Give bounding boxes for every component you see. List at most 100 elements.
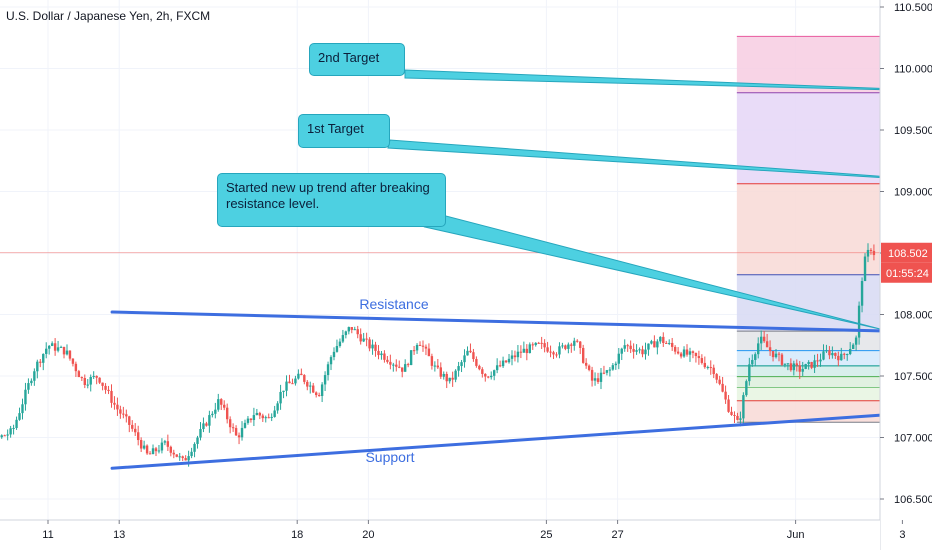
time-tick-label: 11	[42, 529, 53, 541]
candle-body	[21, 404, 24, 414]
candle-body	[169, 446, 173, 453]
candle-body	[650, 341, 653, 344]
candle-body	[872, 250, 876, 256]
candle-body	[128, 416, 131, 425]
candle-body	[252, 415, 256, 421]
candle-body	[323, 375, 327, 385]
candle-body	[255, 412, 259, 416]
candle-body	[712, 367, 715, 375]
candle-body	[587, 365, 591, 370]
candle-body	[540, 342, 543, 344]
candle-body	[415, 344, 419, 351]
candle-body	[768, 347, 772, 352]
candle-body	[445, 373, 448, 382]
callout-breakout-note[interactable]: Started new up trend after breaking resi…	[217, 173, 446, 227]
candle-body	[706, 367, 709, 369]
candle-body	[626, 345, 629, 347]
candle-body	[593, 378, 597, 381]
candle-body	[392, 364, 395, 366]
fib-zone	[736, 365, 932, 377]
candle-body	[68, 350, 72, 359]
candle-body	[134, 428, 137, 433]
candle-body	[846, 354, 849, 356]
candle-body	[347, 327, 351, 332]
candle-body	[605, 370, 609, 373]
price-tick-label: 107.500	[894, 371, 932, 383]
candle-body	[531, 344, 534, 346]
candle-body	[187, 456, 190, 461]
candle-body	[810, 361, 813, 368]
candle-body	[3, 435, 6, 437]
candle-body	[822, 351, 825, 360]
candle-body	[513, 355, 517, 358]
candle-body	[193, 443, 196, 452]
candle-body	[276, 403, 279, 411]
candle-body	[679, 353, 683, 357]
candle-body	[142, 445, 146, 449]
price-tick-label: 108.000	[894, 310, 932, 322]
candle-body	[24, 389, 27, 405]
candle-body	[172, 452, 175, 455]
candle-body	[157, 450, 161, 452]
candle-body	[490, 375, 493, 378]
candle-body	[371, 344, 374, 349]
candle-body	[83, 378, 86, 386]
candle-body	[608, 369, 612, 371]
candle-body	[264, 417, 267, 419]
candle-body	[398, 366, 401, 368]
candle-body	[326, 364, 330, 376]
candle-body	[202, 423, 205, 430]
candle-body	[676, 351, 680, 354]
candle-body	[555, 354, 558, 356]
candle-body	[285, 381, 288, 391]
candle-body	[341, 335, 345, 342]
time-tick-label: Jun	[787, 529, 805, 541]
candle-body	[344, 331, 348, 336]
callout-1st-target[interactable]: 1st Target	[298, 114, 390, 148]
candle-body	[463, 355, 466, 363]
candle-body	[602, 372, 606, 374]
candle-body	[537, 342, 540, 344]
time-tick-label: 27	[611, 529, 623, 541]
candle-body	[673, 346, 677, 352]
candle-body	[466, 350, 469, 356]
candle-body	[724, 391, 727, 400]
candle-body	[507, 358, 511, 363]
candle-body	[116, 404, 119, 410]
candle-body	[611, 365, 615, 370]
candle-body	[561, 345, 564, 347]
candle-body	[199, 429, 202, 438]
fib-zone	[736, 376, 932, 388]
candle-body	[148, 453, 152, 455]
candle-body	[469, 350, 472, 353]
candle-body	[754, 354, 757, 360]
price-tick-label: 106.500	[894, 494, 932, 506]
candle-body	[442, 373, 445, 377]
candle-body	[208, 415, 211, 426]
candle-body	[211, 413, 214, 416]
candle-body	[409, 350, 413, 366]
candle-body	[427, 348, 431, 357]
candle-body	[522, 348, 526, 353]
candle-body	[448, 377, 451, 382]
candle-body	[644, 349, 647, 355]
candle-body	[798, 365, 801, 372]
candle-body	[395, 364, 398, 367]
candle-body	[745, 381, 748, 396]
chart-title: U.S. Dollar / Japanese Yen, 2h, FXCM	[6, 9, 211, 23]
candle-body	[635, 350, 638, 352]
candle-body	[362, 338, 365, 342]
candle-body	[12, 427, 15, 429]
candle-body	[739, 418, 742, 420]
candle-body	[401, 367, 404, 372]
candle-body	[15, 419, 18, 428]
callout-2nd-target[interactable]: 2nd Target	[309, 43, 405, 76]
countdown-badge	[881, 262, 932, 283]
candle-body	[484, 373, 487, 377]
candle-body	[851, 344, 855, 349]
candle-body	[831, 353, 834, 356]
candle-body	[682, 349, 686, 357]
candle-body	[243, 422, 247, 428]
candle-body	[460, 362, 463, 367]
